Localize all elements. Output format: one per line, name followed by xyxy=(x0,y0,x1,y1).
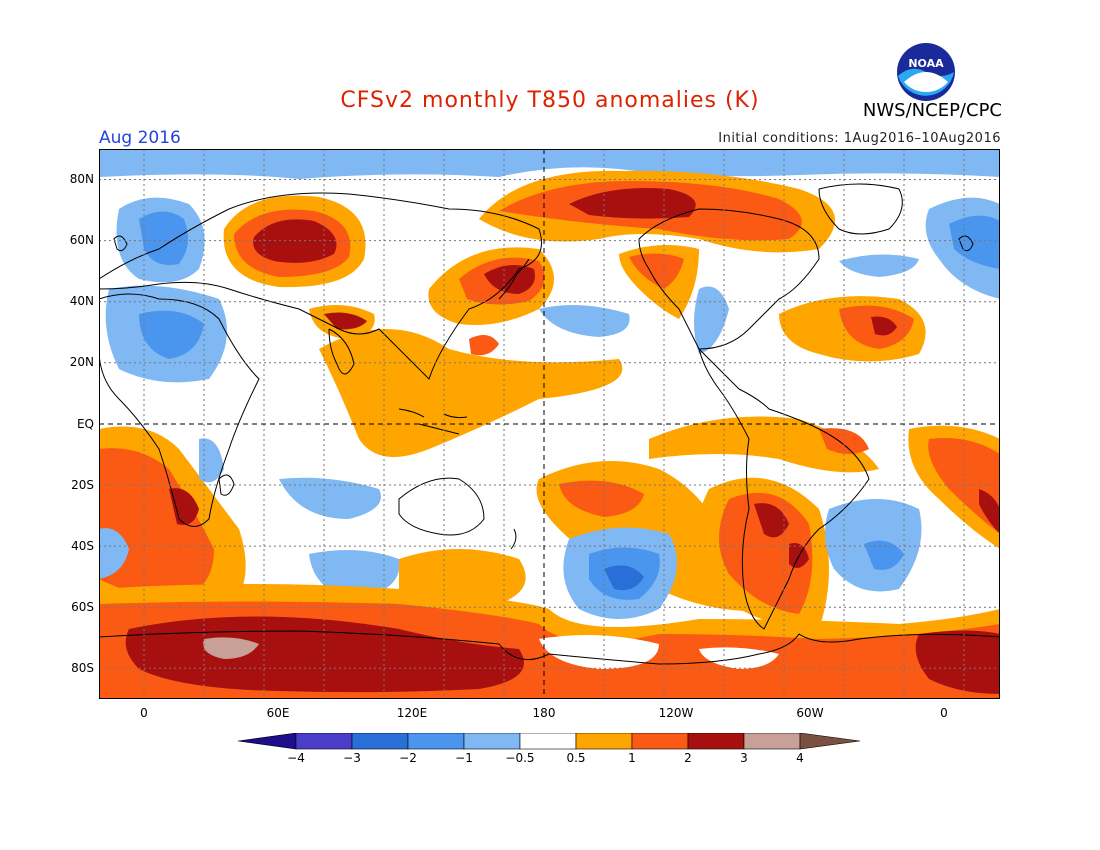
colorbar-label: 4 xyxy=(796,751,804,765)
colorbar-segment xyxy=(407,733,465,750)
colorbar-label: 1 xyxy=(628,751,636,765)
map-title: CFSv2 monthly T850 anomalies (K) xyxy=(340,88,760,113)
lat-label: 80S xyxy=(71,661,94,675)
anomaly-region xyxy=(139,310,204,359)
anomaly-region xyxy=(169,488,199,525)
anomaly-region xyxy=(539,635,659,669)
colorbar-segment xyxy=(743,733,801,750)
lat-label: EQ xyxy=(76,417,94,431)
anomaly-region xyxy=(864,540,904,570)
lat-label: 40S xyxy=(71,539,94,553)
colorbar-label: −2 xyxy=(399,751,417,765)
colorbar-segment xyxy=(799,733,861,750)
colorbar-label: −4 xyxy=(287,751,305,765)
map-frame xyxy=(99,149,1000,699)
anomaly-region xyxy=(979,489,1000,534)
anomaly-region xyxy=(99,149,1000,179)
noaa-logo: NOAA xyxy=(897,43,955,101)
anomaly-region xyxy=(604,565,644,591)
anomaly-region xyxy=(99,528,129,579)
anomaly-region xyxy=(279,477,381,519)
lon-label: 120E xyxy=(396,706,428,720)
colorbar-label: −3 xyxy=(343,751,361,765)
colorbar-label: 3 xyxy=(740,751,748,765)
colorbar-segment xyxy=(351,733,409,750)
logo-text: NOAA xyxy=(908,57,944,70)
anomaly-region xyxy=(324,312,367,330)
anomaly-region xyxy=(559,480,644,517)
anomaly-region xyxy=(253,219,337,263)
anomaly-region xyxy=(949,215,1000,269)
lon-label: 120W xyxy=(658,706,694,720)
lat-label: 20S xyxy=(71,478,94,492)
anomaly-region xyxy=(819,428,869,454)
colorbar-segment xyxy=(519,733,577,750)
colorbar-segment xyxy=(463,733,521,750)
colorbar-label: −1 xyxy=(455,751,473,765)
anomaly-region xyxy=(871,316,897,336)
colorbar-segment xyxy=(631,733,689,750)
lon-label: 0 xyxy=(140,706,148,720)
lat-label: 40N xyxy=(69,294,94,308)
anomaly-region xyxy=(319,329,623,457)
lon-label: 180 xyxy=(532,706,556,720)
anomaly-region xyxy=(469,335,499,356)
lat-label: 20N xyxy=(69,355,94,369)
initial-conditions-label: Initial conditions: 1Aug2016–10Aug2016 xyxy=(718,131,1001,146)
colorbar-segment xyxy=(295,733,353,750)
anomaly-region xyxy=(539,305,630,337)
colorbar-label: 2 xyxy=(684,751,692,765)
anomaly-region xyxy=(839,254,919,277)
anomaly-region xyxy=(694,286,729,354)
colorbar-segment xyxy=(238,733,297,750)
lon-label: 60E xyxy=(266,706,290,720)
anomaly-region xyxy=(754,503,789,538)
anomaly-region xyxy=(125,616,525,693)
anomaly-map xyxy=(99,149,1000,699)
reference-lines xyxy=(99,149,1000,699)
colorbar-segment xyxy=(687,733,745,750)
colorbar xyxy=(238,733,861,750)
period-label: Aug 2016 xyxy=(99,128,181,148)
anomaly-region xyxy=(99,448,214,599)
anomaly-region xyxy=(719,492,813,614)
anomaly-region xyxy=(629,253,684,289)
lat-label: 60S xyxy=(71,600,94,614)
anomaly-region xyxy=(915,630,1000,694)
colorbar-label: 0.5 xyxy=(566,751,586,765)
organization-label: NWS/NCEP/CPC xyxy=(862,100,1002,121)
lon-label: 0 xyxy=(940,706,948,720)
lat-label: 80N xyxy=(69,172,94,186)
anomaly-region xyxy=(203,637,259,659)
lon-label: 60W xyxy=(796,706,824,720)
anomaly-region xyxy=(399,549,526,605)
anomaly-region xyxy=(484,265,535,294)
lat-label: 60N xyxy=(69,233,94,247)
anomaly-region xyxy=(199,438,224,483)
colorbar-label: −0.5 xyxy=(505,751,535,765)
colorbar-segment xyxy=(575,733,633,750)
